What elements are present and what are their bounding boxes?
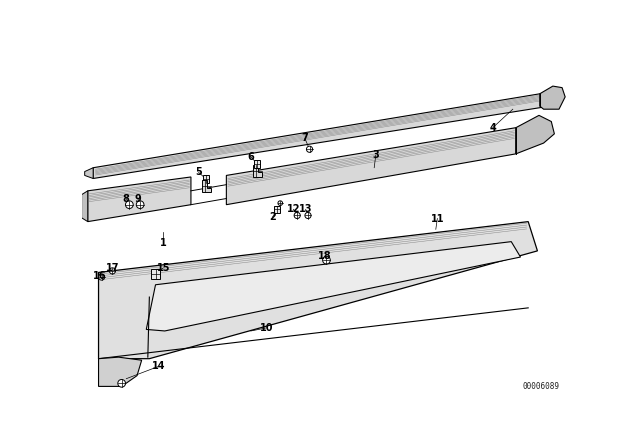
Circle shape [136, 201, 144, 208]
Text: 12: 12 [287, 204, 300, 214]
Text: 15: 15 [156, 263, 170, 273]
Text: 14: 14 [152, 362, 165, 371]
Circle shape [323, 256, 330, 264]
Polygon shape [93, 94, 551, 178]
Polygon shape [81, 191, 88, 222]
Polygon shape [84, 168, 93, 178]
Polygon shape [88, 177, 191, 222]
Bar [151, 269, 160, 279]
Text: 16: 16 [93, 271, 107, 280]
Polygon shape [516, 116, 554, 154]
Text: 00006089: 00006089 [522, 382, 559, 391]
Text: 6: 6 [248, 152, 254, 162]
Text: 1: 1 [160, 238, 166, 248]
Text: 3: 3 [372, 151, 379, 160]
Polygon shape [227, 128, 516, 205]
Text: 8: 8 [123, 194, 130, 203]
Circle shape [294, 212, 300, 219]
Text: 10: 10 [260, 323, 273, 333]
Polygon shape [202, 180, 211, 192]
Polygon shape [253, 165, 262, 177]
Text: 5: 5 [195, 168, 202, 177]
Text: 9: 9 [134, 194, 141, 203]
Text: 17: 17 [106, 263, 119, 273]
Circle shape [305, 212, 311, 219]
Polygon shape [147, 241, 520, 331]
Circle shape [125, 201, 133, 208]
Text: 7: 7 [301, 134, 308, 143]
Polygon shape [99, 357, 141, 386]
Bar [254, 160, 260, 168]
Text: 11: 11 [431, 214, 444, 224]
Polygon shape [540, 86, 565, 109]
Circle shape [307, 146, 312, 152]
Circle shape [109, 268, 115, 274]
Text: 18: 18 [318, 251, 332, 261]
Polygon shape [99, 222, 538, 359]
Bar [275, 206, 280, 213]
Bar [204, 176, 209, 183]
Circle shape [99, 274, 105, 280]
Text: 2: 2 [269, 212, 276, 222]
Text: 13: 13 [299, 204, 312, 214]
Circle shape [278, 201, 283, 206]
Text: 4: 4 [490, 123, 496, 133]
Circle shape [118, 379, 125, 387]
